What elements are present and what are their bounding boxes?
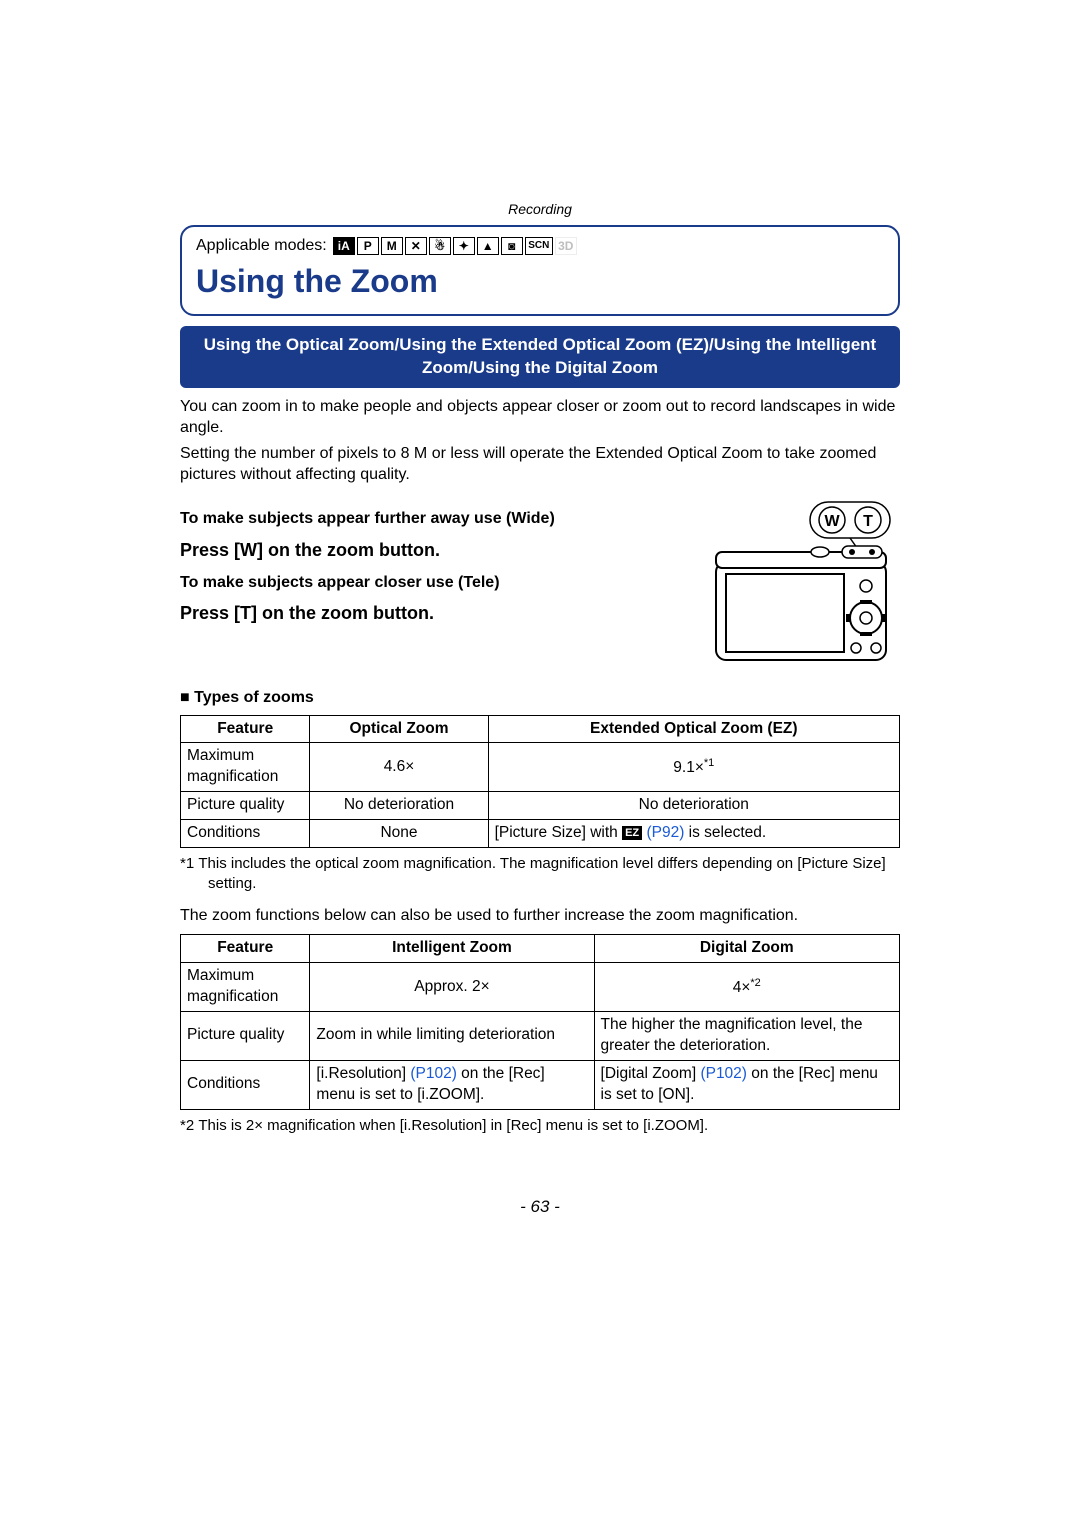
- mode-icon: ✕: [405, 237, 427, 255]
- page-number: - 63 -: [180, 1196, 900, 1219]
- mode-icon: ✦: [453, 237, 475, 255]
- svg-text:W: W: [824, 513, 840, 530]
- table-header: Intelligent Zoom: [310, 935, 594, 963]
- table-header: Feature: [181, 935, 310, 963]
- table-row: Picture qualityZoom in while limiting de…: [181, 1011, 900, 1060]
- zoom-table-1: FeatureOptical ZoomExtended Optical Zoom…: [180, 715, 900, 849]
- intro-paragraph-2: Setting the number of pixels to 8 M or l…: [180, 443, 900, 486]
- mode-icon: P: [357, 237, 379, 255]
- svg-text:T: T: [863, 513, 873, 530]
- table-row: Conditions[i.Resolution] (P102) on the […: [181, 1060, 900, 1109]
- mode-icon: 3D: [555, 237, 577, 255]
- camera-illustration: W T: [710, 500, 900, 665]
- applicable-modes-row: Applicable modes: iAPM✕☃✦▲◙SCN3D: [196, 235, 884, 257]
- table-header: Feature: [181, 715, 310, 743]
- mode-icon-strip: iAPM✕☃✦▲◙SCN3D: [333, 237, 577, 255]
- mode-icon: iA: [333, 237, 355, 255]
- table-row: Maximum magnification4.6×9.1×*1: [181, 743, 900, 792]
- wide-heading: To make subjects appear further away use…: [180, 508, 696, 530]
- table-row: Maximum magnificationApprox. 2×4×*2: [181, 963, 900, 1012]
- footnote-1: *1 This includes the optical zoom magnif…: [180, 854, 900, 895]
- mode-icon: ☃: [429, 237, 451, 255]
- mode-icon: SCN: [525, 237, 553, 255]
- footnote-2: *2 This is 2× magnification when [i.Reso…: [180, 1116, 900, 1136]
- table-header: Optical Zoom: [310, 715, 488, 743]
- title-box: Applicable modes: iAPM✕☃✦▲◙SCN3D Using t…: [180, 225, 900, 316]
- intro-paragraph-1: You can zoom in to make people and objec…: [180, 396, 900, 439]
- section-subtitle: Using the Optical Zoom/Using the Extende…: [180, 326, 900, 388]
- table-row: ConditionsNone[Picture Size] with EZ (P9…: [181, 820, 900, 848]
- between-tables-text: The zoom functions below can also be use…: [180, 905, 900, 927]
- chapter-label: Recording: [180, 200, 900, 219]
- applicable-modes-label: Applicable modes:: [196, 235, 327, 257]
- table-header: Extended Optical Zoom (EZ): [488, 715, 899, 743]
- tele-action: Press [T] on the zoom button.: [180, 601, 696, 625]
- zoom-table-2: FeatureIntelligent ZoomDigital ZoomMaxim…: [180, 934, 900, 1109]
- tele-heading: To make subjects appear closer use (Tele…: [180, 572, 696, 594]
- mode-icon: ▲: [477, 237, 499, 255]
- mode-icon: ◙: [501, 237, 523, 255]
- table-header: Digital Zoom: [594, 935, 899, 963]
- mode-icon: M: [381, 237, 403, 255]
- page-title: Using the Zoom: [196, 260, 884, 303]
- wide-action: Press [W] on the zoom button.: [180, 538, 696, 562]
- types-of-zooms-heading: Types of zooms: [180, 687, 900, 709]
- table-row: Picture qualityNo deteriorationNo deteri…: [181, 792, 900, 820]
